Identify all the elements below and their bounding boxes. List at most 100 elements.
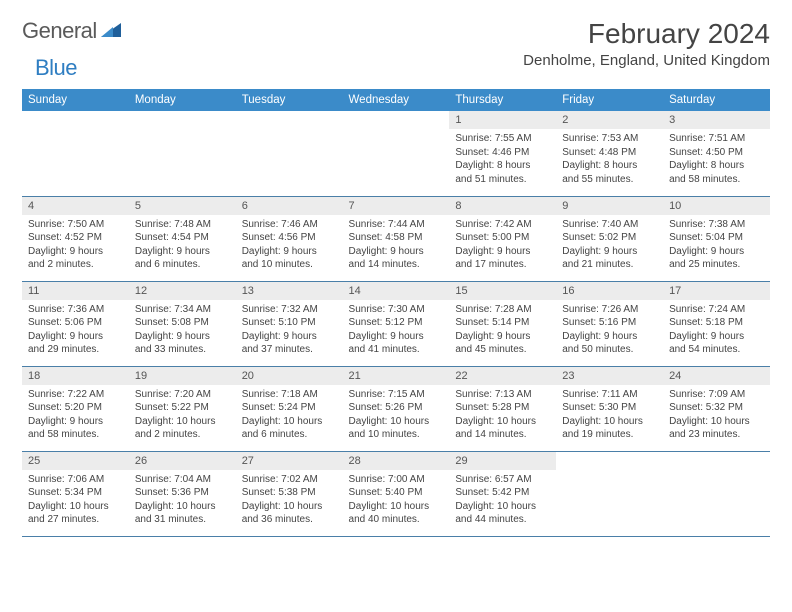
day-sunrise: Sunrise: 7:50 AM (28, 218, 123, 232)
day-sunset: Sunset: 5:10 PM (242, 316, 337, 330)
calendar-cell: 15Sunrise: 7:28 AMSunset: 5:14 PMDayligh… (449, 281, 556, 366)
weekday-header: Sunday (22, 89, 129, 111)
day-daylight2: and 40 minutes. (349, 513, 444, 527)
day-number: 7 (343, 197, 450, 215)
month-year-title: February 2024 (523, 18, 770, 50)
day-sunset: Sunset: 5:26 PM (349, 401, 444, 415)
day-daylight2: and 50 minutes. (562, 343, 657, 357)
day-number: 18 (22, 367, 129, 385)
calendar-cell: 2Sunrise: 7:53 AMSunset: 4:48 PMDaylight… (556, 111, 663, 196)
day-daylight2: and 44 minutes. (455, 513, 550, 527)
calendar-cell: 12Sunrise: 7:34 AMSunset: 5:08 PMDayligh… (129, 281, 236, 366)
day-daylight1: Daylight: 8 hours (562, 159, 657, 173)
calendar-cell (236, 111, 343, 196)
day-daylight2: and 10 minutes. (349, 428, 444, 442)
day-daylight2: and 14 minutes. (455, 428, 550, 442)
day-sunrise: Sunrise: 7:18 AM (242, 388, 337, 402)
day-data: Sunrise: 7:13 AMSunset: 5:28 PMDaylight:… (449, 385, 556, 446)
calendar-cell: 24Sunrise: 7:09 AMSunset: 5:32 PMDayligh… (663, 366, 770, 451)
day-sunset: Sunset: 5:28 PM (455, 401, 550, 415)
day-number: 1 (449, 111, 556, 129)
brand-word-2: Blue (35, 55, 77, 81)
title-block: February 2024 Denholme, England, United … (523, 18, 770, 69)
weekday-header: Friday (556, 89, 663, 111)
day-sunset: Sunset: 5:42 PM (455, 486, 550, 500)
day-sunrise: Sunrise: 7:44 AM (349, 218, 444, 232)
day-number: 6 (236, 197, 343, 215)
day-number: 25 (22, 452, 129, 470)
day-sunset: Sunset: 5:04 PM (669, 231, 764, 245)
calendar-cell: 16Sunrise: 7:26 AMSunset: 5:16 PMDayligh… (556, 281, 663, 366)
weekday-header: Wednesday (343, 89, 450, 111)
day-sunset: Sunset: 5:30 PM (562, 401, 657, 415)
calendar-cell: 17Sunrise: 7:24 AMSunset: 5:18 PMDayligh… (663, 281, 770, 366)
day-sunset: Sunset: 4:52 PM (28, 231, 123, 245)
day-daylight1: Daylight: 9 hours (28, 330, 123, 344)
day-data: Sunrise: 7:06 AMSunset: 5:34 PMDaylight:… (22, 470, 129, 531)
day-daylight1: Daylight: 9 hours (28, 245, 123, 259)
calendar-cell (22, 111, 129, 196)
day-number: 13 (236, 282, 343, 300)
calendar-cell: 9Sunrise: 7:40 AMSunset: 5:02 PMDaylight… (556, 196, 663, 281)
day-number: 19 (129, 367, 236, 385)
day-sunset: Sunset: 5:18 PM (669, 316, 764, 330)
calendar-week-row: 25Sunrise: 7:06 AMSunset: 5:34 PMDayligh… (22, 451, 770, 536)
day-sunrise: Sunrise: 6:57 AM (455, 473, 550, 487)
day-sunrise: Sunrise: 7:48 AM (135, 218, 230, 232)
calendar-cell: 4Sunrise: 7:50 AMSunset: 4:52 PMDaylight… (22, 196, 129, 281)
weekday-header: Saturday (663, 89, 770, 111)
day-daylight1: Daylight: 10 hours (242, 500, 337, 514)
day-sunrise: Sunrise: 7:06 AM (28, 473, 123, 487)
day-daylight1: Daylight: 8 hours (669, 159, 764, 173)
calendar-cell: 7Sunrise: 7:44 AMSunset: 4:58 PMDaylight… (343, 196, 450, 281)
day-data: Sunrise: 7:24 AMSunset: 5:18 PMDaylight:… (663, 300, 770, 361)
day-daylight1: Daylight: 10 hours (669, 415, 764, 429)
day-daylight1: Daylight: 9 hours (242, 245, 337, 259)
day-daylight2: and 23 minutes. (669, 428, 764, 442)
calendar-cell: 19Sunrise: 7:20 AMSunset: 5:22 PMDayligh… (129, 366, 236, 451)
day-sunrise: Sunrise: 7:09 AM (669, 388, 764, 402)
day-daylight2: and 10 minutes. (242, 258, 337, 272)
location-label: Denholme, England, United Kingdom (523, 52, 770, 69)
day-data: Sunrise: 7:28 AMSunset: 5:14 PMDaylight:… (449, 300, 556, 361)
day-number: 20 (236, 367, 343, 385)
day-sunrise: Sunrise: 7:28 AM (455, 303, 550, 317)
day-daylight1: Daylight: 9 hours (28, 415, 123, 429)
day-sunset: Sunset: 5:02 PM (562, 231, 657, 245)
day-sunrise: Sunrise: 7:34 AM (135, 303, 230, 317)
day-number: 5 (129, 197, 236, 215)
day-sunset: Sunset: 5:32 PM (669, 401, 764, 415)
calendar-cell: 28Sunrise: 7:00 AMSunset: 5:40 PMDayligh… (343, 451, 450, 536)
day-sunrise: Sunrise: 7:26 AM (562, 303, 657, 317)
day-sunset: Sunset: 5:40 PM (349, 486, 444, 500)
day-daylight1: Daylight: 10 hours (242, 415, 337, 429)
day-daylight2: and 6 minutes. (242, 428, 337, 442)
day-sunset: Sunset: 5:24 PM (242, 401, 337, 415)
day-daylight2: and 41 minutes. (349, 343, 444, 357)
day-data: Sunrise: 7:04 AMSunset: 5:36 PMDaylight:… (129, 470, 236, 531)
day-data: Sunrise: 7:44 AMSunset: 4:58 PMDaylight:… (343, 215, 450, 276)
day-sunset: Sunset: 5:20 PM (28, 401, 123, 415)
calendar-cell (556, 451, 663, 536)
calendar-week-row: 1Sunrise: 7:55 AMSunset: 4:46 PMDaylight… (22, 111, 770, 196)
day-number: 22 (449, 367, 556, 385)
day-sunrise: Sunrise: 7:40 AM (562, 218, 657, 232)
day-daylight2: and 58 minutes. (669, 173, 764, 187)
day-data: Sunrise: 7:34 AMSunset: 5:08 PMDaylight:… (129, 300, 236, 361)
day-daylight1: Daylight: 9 hours (562, 245, 657, 259)
brand-logo: General (22, 18, 123, 44)
calendar-table: Sunday Monday Tuesday Wednesday Thursday… (22, 89, 770, 537)
day-sunrise: Sunrise: 7:02 AM (242, 473, 337, 487)
day-daylight1: Daylight: 9 hours (135, 245, 230, 259)
day-sunrise: Sunrise: 7:55 AM (455, 132, 550, 146)
day-daylight1: Daylight: 10 hours (135, 500, 230, 514)
day-daylight1: Daylight: 9 hours (349, 330, 444, 344)
day-data: Sunrise: 7:00 AMSunset: 5:40 PMDaylight:… (343, 470, 450, 531)
day-number: 27 (236, 452, 343, 470)
day-sunset: Sunset: 5:22 PM (135, 401, 230, 415)
day-sunrise: Sunrise: 7:51 AM (669, 132, 764, 146)
day-daylight2: and 14 minutes. (349, 258, 444, 272)
day-number: 29 (449, 452, 556, 470)
day-data: Sunrise: 7:20 AMSunset: 5:22 PMDaylight:… (129, 385, 236, 446)
day-daylight2: and 33 minutes. (135, 343, 230, 357)
